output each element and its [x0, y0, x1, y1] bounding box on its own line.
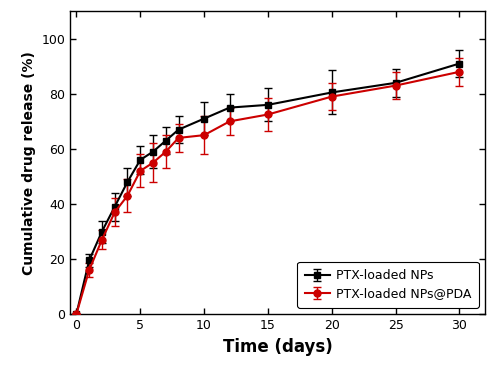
Y-axis label: Cumulative drug release (%): Cumulative drug release (%): [22, 51, 36, 275]
X-axis label: Time (days): Time (days): [222, 338, 332, 356]
Legend: PTX-loaded NPs, PTX-loaded NPs@PDA: PTX-loaded NPs, PTX-loaded NPs@PDA: [297, 262, 479, 308]
